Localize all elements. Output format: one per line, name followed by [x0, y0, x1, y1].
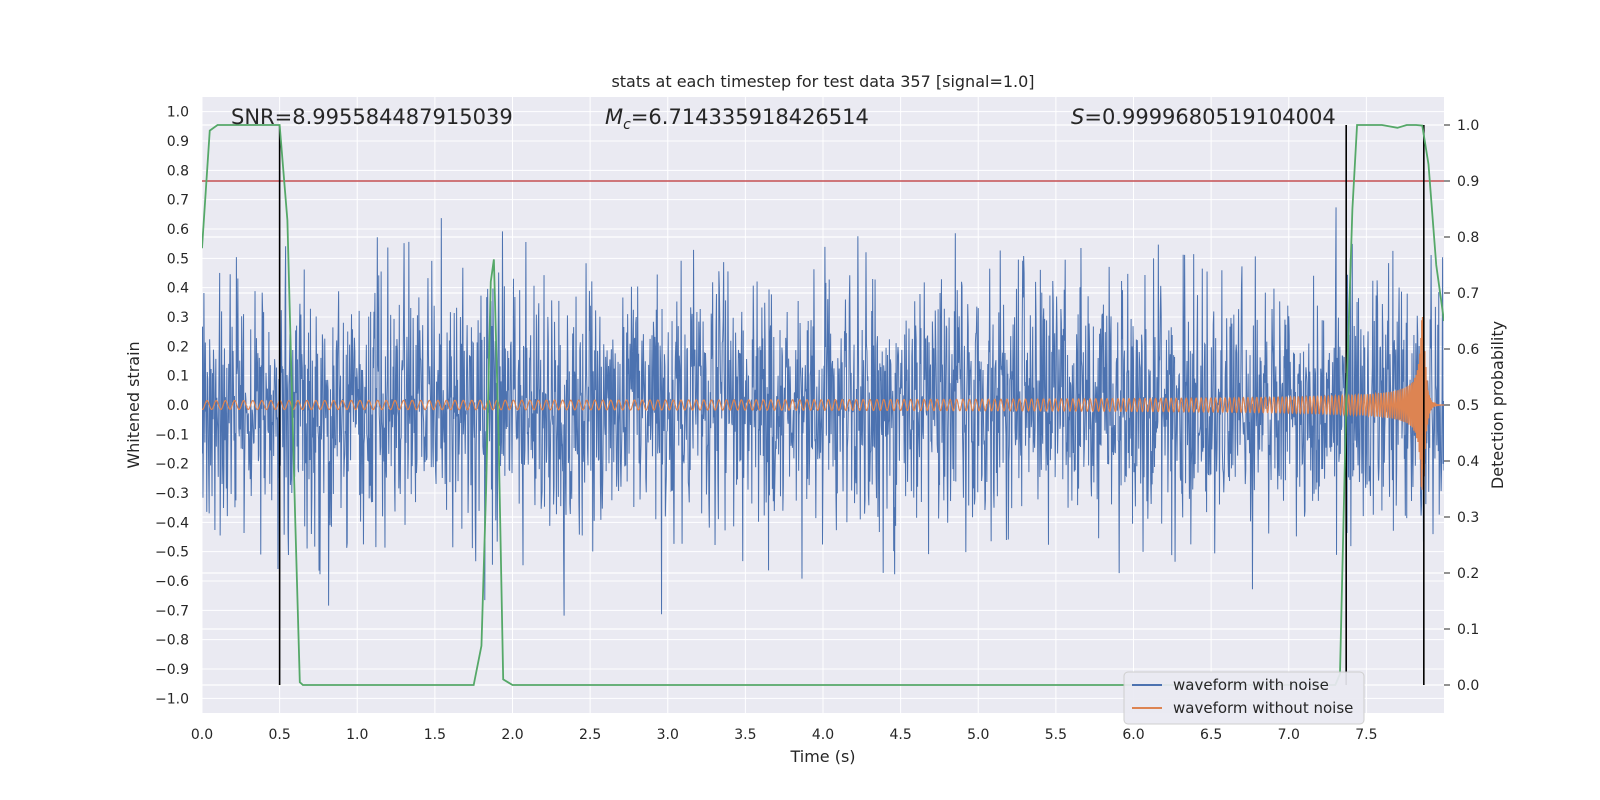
y-tick-label: 1.0	[167, 105, 189, 121]
series-waveform-without-noise	[202, 317, 1444, 490]
x-tick-label: 1.5	[424, 727, 446, 743]
y-tick-label: −0.5	[155, 545, 189, 561]
y-tick-label: 0.6	[167, 222, 189, 238]
x-tick-label: 6.5	[1200, 727, 1222, 743]
y-tick-label: −0.4	[155, 515, 189, 531]
y2-tick-label: 0.9	[1457, 174, 1479, 190]
y-axis-label: Whitened strain	[124, 341, 143, 468]
x-tick-label: 7.5	[1355, 727, 1377, 743]
x-tick-label: 7.0	[1278, 727, 1300, 743]
y-tick-label: 0.2	[167, 339, 189, 355]
legend-label-clean: waveform without noise	[1173, 699, 1353, 717]
y-tick-label: 0.0	[167, 398, 189, 414]
y2-axis-label: Detection probability	[1488, 321, 1507, 489]
y-tick-label: 0.1	[167, 369, 189, 385]
series-detection-probability	[202, 124, 1444, 686]
x-tick-label: 5.0	[967, 727, 989, 743]
y-tick-label: 0.7	[167, 193, 189, 209]
s-annotation: S=0.9999680519104004	[1071, 105, 1336, 129]
y-tick-label: −1.0	[155, 691, 189, 707]
x-tick-label: 0.5	[268, 727, 290, 743]
x-tick-label: 2.5	[579, 727, 601, 743]
legend-box	[1123, 671, 1365, 725]
y2-tick-label: 0.1	[1457, 622, 1479, 638]
x-tick-label: 3.0	[657, 727, 679, 743]
y2-tick-label: 0.6	[1457, 342, 1479, 358]
chirp-mass-annotation: Mc=6.714335918426514	[605, 105, 869, 133]
y2-tick-label: 0.7	[1457, 286, 1479, 302]
y-tick-label: 0.5	[167, 251, 189, 267]
chart-title: stats at each timestep for test data 357…	[611, 72, 1034, 91]
x-tick-labels: 0.0 0.5 1.0 1.5 2.0 2.5 3.0 3.5 4.0 4.5 5.0 5.5 6.0 6…	[191, 727, 1378, 743]
x-tick-label: 1.0	[346, 727, 368, 743]
y-tick-label: −0.8	[155, 633, 189, 649]
y-tick-label: −0.7	[155, 603, 189, 619]
y2-tick-label: 0.5	[1457, 398, 1479, 414]
x-tick-label: 3.5	[734, 727, 756, 743]
y-tick-label: −0.3	[155, 486, 189, 502]
y2-tick-label: 0.0	[1457, 678, 1479, 694]
y2-tick-label: 0.8	[1457, 230, 1479, 246]
legend: waveform with noise waveform without noi…	[1123, 671, 1365, 725]
legend-label-noise: waveform with noise	[1173, 676, 1329, 694]
y-tick-label: −0.1	[155, 427, 189, 443]
y-tick-label: 0.8	[167, 163, 189, 179]
x-tick-label: 6.0	[1122, 727, 1144, 743]
y2-tick-labels: 1.0 0.9 0.8 0.7 0.6 0.5 0.4 0.3 0.2 0.1 0.0	[1444, 118, 1479, 694]
y2-tick-label: 0.2	[1457, 566, 1479, 582]
x-tick-label: 5.5	[1045, 727, 1067, 743]
y-tick-label: 0.3	[167, 310, 189, 326]
snr-annotation: SNR=8.995584487915039	[231, 105, 513, 129]
x-tick-label: 4.0	[812, 727, 834, 743]
x-tick-label: 2.0	[501, 727, 523, 743]
x-tick-label: 0.0	[191, 727, 213, 743]
y-tick-label: −0.6	[155, 574, 189, 590]
y-tick-labels: 1.0 0.9 0.8 0.7 0.6 0.5 0.4 0.3 0.2 0.1 0.0 −0.1 −0.…	[155, 105, 189, 708]
y2-tick-label: 0.4	[1457, 454, 1479, 470]
y2-tick-label: 1.0	[1457, 118, 1479, 134]
y2-tick-label: 0.3	[1457, 510, 1479, 526]
x-axis-label: Time (s)	[789, 747, 855, 766]
y-tick-label: −0.2	[155, 457, 189, 473]
x-tick-label: 4.5	[889, 727, 911, 743]
y-tick-label: −0.9	[155, 662, 189, 678]
y-tick-label: 0.4	[167, 281, 189, 297]
y-tick-label: 0.9	[167, 134, 189, 150]
